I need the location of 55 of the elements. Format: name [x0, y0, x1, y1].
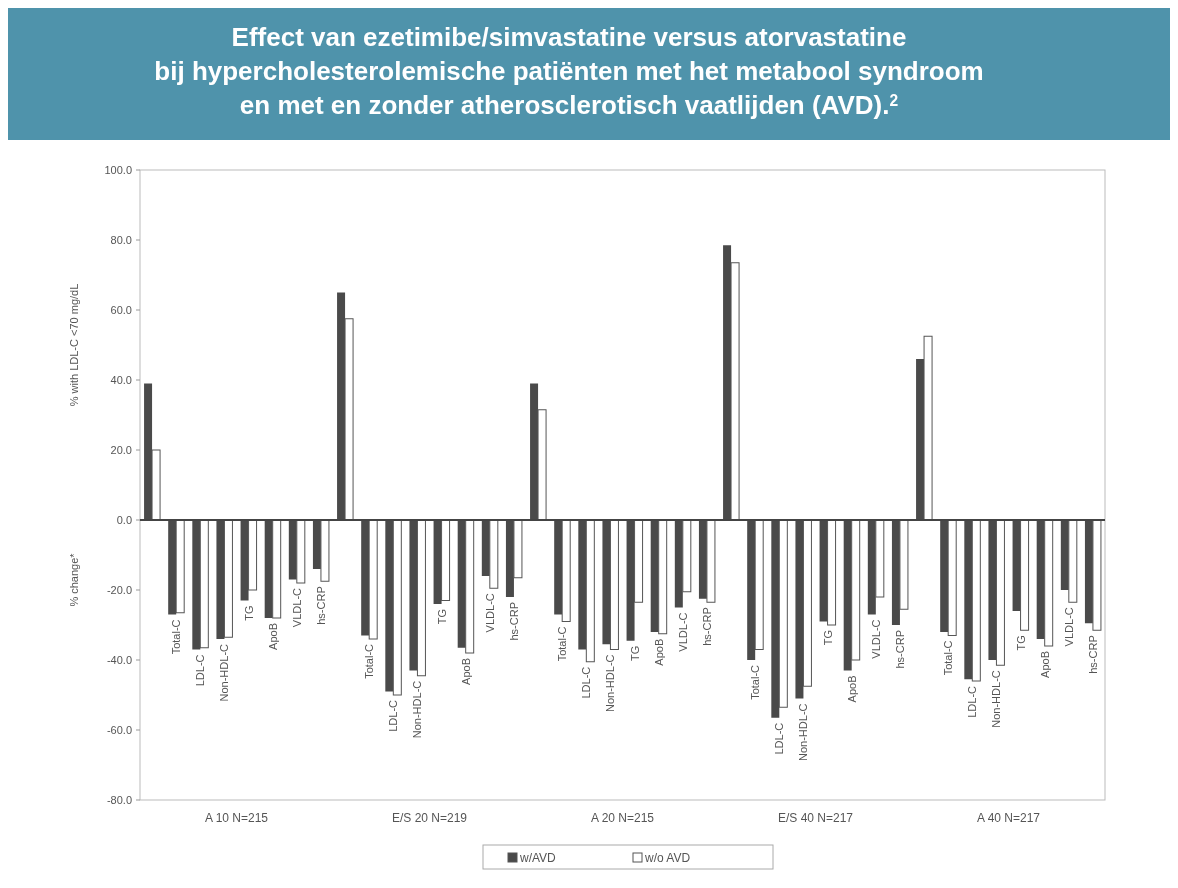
- x-tick-label: TG: [242, 605, 255, 621]
- x-tick-label: VLDL-C: [676, 612, 689, 652]
- y-tick-label: 0.0: [116, 513, 132, 526]
- y-tick-label: 60.0: [110, 303, 132, 316]
- x-tick-label: VLDL-C: [869, 619, 882, 659]
- x-tick-label: LDL-C: [580, 666, 593, 699]
- x-tick-label: hs-CRP: [700, 607, 713, 646]
- x-tick-label: ApoB: [652, 638, 665, 666]
- x-tick-label: ApoB: [1038, 651, 1051, 678]
- x-tick-label: Total-C: [749, 664, 762, 700]
- text: E/S 20 N=219: [391, 811, 468, 825]
- x-tick-label: hs-CRP: [314, 586, 327, 625]
- x-tick-label: hs-CRP: [507, 602, 520, 641]
- x-tick-label: LDL-C: [194, 654, 207, 687]
- y-tick-label: -60.0: [106, 723, 132, 736]
- x-tick-label: Total-C: [363, 643, 376, 679]
- x-tick-label: Non-HDL-C: [218, 643, 231, 702]
- text: A 10 N=215: [204, 811, 269, 825]
- x-tick-label: Total-C: [170, 619, 183, 655]
- x-tick-label: VLDL-C: [290, 587, 303, 628]
- x-tick-label: TG: [1014, 635, 1027, 651]
- x-tick-label: TG: [628, 645, 641, 662]
- y-tick-label: 20.0: [110, 443, 132, 456]
- x-tick-label: Total-C: [942, 640, 955, 676]
- y-axis-title: % with LDL-C <70 mg/dL: [68, 283, 80, 407]
- x-tick-label: Non-HDL-C: [990, 670, 1003, 728]
- x-tick-label: ApoB: [266, 623, 279, 650]
- x-tick-label: Non-HDL-C: [604, 654, 617, 712]
- text: A 20 N=215: [590, 811, 655, 825]
- y-tick-label: -80.0: [106, 793, 132, 806]
- legend-label: w/o AVD: [644, 851, 691, 866]
- x-tick-label: VLDL-C: [483, 593, 496, 633]
- x-tick-label: Non-HDL-C: [797, 703, 810, 761]
- text: E/S 40 N=217: [777, 811, 854, 825]
- x-tick-label: hs-CRP: [1086, 635, 1099, 674]
- x-tick-label: Total-C: [556, 626, 569, 662]
- text: % change*: [68, 552, 80, 607]
- y-tick-label: -20.0: [106, 583, 132, 596]
- x-tick-label: Non-HDL-C: [411, 680, 424, 739]
- y-tick-label: 100.0: [104, 163, 132, 176]
- y-tick-label: -40.0: [106, 653, 132, 666]
- x-tick-label: LDL-C: [387, 699, 400, 732]
- x-tick-label: VLDL-C: [1062, 607, 1075, 647]
- legend-label: w/AVD: [519, 851, 557, 866]
- x-tick-label: hs-CRP: [893, 630, 906, 669]
- x-tick-label: LDL-C: [773, 722, 786, 755]
- x-tick-label: TG: [435, 609, 448, 625]
- chart-title: Effect van ezetimibe/simvastatine versus atorvastatine bij hypercholesterolemische patiënten met het metabool syndroom en met en zonder atherosclerotisch vaatlijden (AVD).$^{2}$: [154, 22, 984, 120]
- x-tick-label: LDL-C: [966, 685, 979, 718]
- y-tick-label: 80.0: [110, 233, 132, 246]
- x-tick-label: ApoB: [459, 658, 472, 685]
- x-tick-label: TG: [821, 630, 834, 646]
- text: A 40 N=217: [976, 811, 1041, 825]
- y-tick-label: 40.0: [110, 373, 132, 386]
- x-tick-label: ApoB: [845, 675, 858, 703]
